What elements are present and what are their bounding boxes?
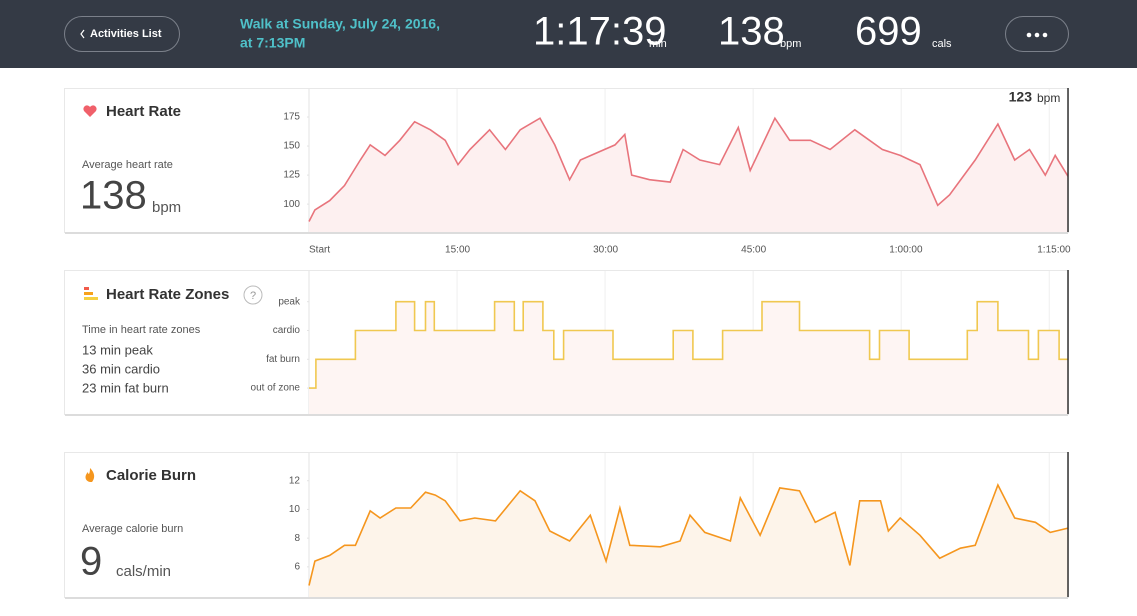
zone-summary: 23 min fat burn — [82, 380, 169, 395]
dot[interactable] — [1034, 32, 1040, 38]
calories-unit: cals — [932, 38, 952, 50]
zone-bar — [84, 292, 93, 295]
x-tick-label: Start — [309, 245, 330, 256]
current-value: 123 — [1009, 89, 1033, 105]
help-icon-label[interactable]: ? — [250, 290, 256, 302]
zone-bar — [84, 297, 98, 300]
y-tick-label: 150 — [283, 141, 300, 152]
x-tick-label: 15:00 — [445, 245, 470, 256]
zone-bar — [84, 287, 89, 290]
series-line — [309, 300, 1068, 389]
current-unit: bpm — [1037, 91, 1060, 105]
dot[interactable] — [1042, 32, 1048, 38]
heart-rate-unit: bpm — [780, 38, 801, 50]
y-tick-label: 175 — [283, 112, 300, 123]
y-tick-label: 10 — [289, 504, 301, 515]
zone-summary: 36 min cardio — [82, 361, 160, 376]
x-tick-label: 1:15:00 — [1037, 245, 1071, 256]
y-tick-label: 12 — [289, 475, 301, 486]
heart-rate-stat: 138 — [718, 10, 785, 54]
panel-title: Heart Rate Zones — [106, 286, 229, 303]
panel-subtitle: Time in heart rate zones — [82, 324, 201, 336]
more-button[interactable] — [1005, 16, 1069, 52]
calories-stat: 699 — [855, 10, 922, 54]
help-icon[interactable] — [243, 285, 263, 305]
header-bar — [0, 0, 1137, 68]
panel-unit: cals/min — [116, 563, 171, 580]
panel-title: Calorie Burn — [106, 467, 196, 484]
panel-subtitle: Average heart rate — [82, 159, 173, 171]
x-tick-label: 1:00:00 — [889, 245, 923, 256]
y-tick-label: 6 — [294, 561, 300, 572]
back-button-frame[interactable] — [64, 16, 180, 52]
x-tick-label: 30:00 — [593, 245, 618, 256]
y-tick-label: 125 — [283, 170, 300, 181]
heart-icon — [83, 105, 97, 117]
duration: 1:17:39 — [533, 10, 666, 54]
flame-icon — [85, 468, 95, 482]
panel-title: Heart Rate — [106, 103, 181, 120]
panel-unit: bpm — [152, 199, 181, 216]
more-button-frame[interactable] — [1005, 16, 1069, 52]
activity-title: at 7:13PM — [240, 35, 305, 51]
series-line — [308, 483, 1069, 586]
zone-summary: 13 min peak — [82, 342, 153, 357]
y-tick-label: fat burn — [266, 354, 300, 365]
chevron[interactable] — [80, 29, 85, 39]
panel-value: 9 — [80, 540, 102, 584]
series-area — [309, 485, 1068, 597]
y-tick-label: peak — [278, 296, 301, 307]
zones-icon — [84, 287, 98, 300]
back-button-label[interactable]: Activities List — [90, 28, 162, 40]
y-tick-label: cardio — [273, 325, 301, 336]
y-tick-label: out of zone — [251, 383, 301, 394]
dot[interactable] — [1026, 32, 1032, 38]
series-area — [309, 301, 1068, 414]
panel-value: 138 — [80, 174, 147, 218]
y-tick-label: 8 — [294, 533, 300, 544]
series-line — [308, 116, 1069, 222]
duration-unit: min — [649, 38, 667, 50]
y-tick-label: 100 — [283, 199, 300, 210]
back-button[interactable]: Activities List — [64, 16, 180, 52]
activity-title: Walk at Sunday, July 24, 2016, — [240, 16, 440, 32]
x-tick-label: 45:00 — [741, 245, 766, 256]
panel-subtitle: Average calorie burn — [82, 523, 183, 535]
